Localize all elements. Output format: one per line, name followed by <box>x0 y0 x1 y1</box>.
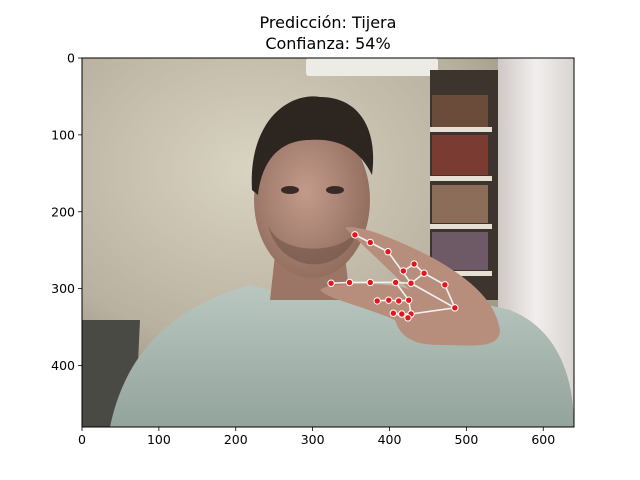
person-eye-left <box>281 186 299 194</box>
hand-landmark-13 <box>405 296 413 304</box>
hand-landmark-5 <box>407 279 415 287</box>
bookshelf <box>430 70 500 300</box>
hand-landmark-9 <box>391 278 400 287</box>
y-tick-label-200: 200 <box>51 204 75 219</box>
x-tick-label-300: 300 <box>301 432 325 447</box>
x-tick-label-200: 200 <box>224 432 248 447</box>
x-tick-label-400: 400 <box>378 432 402 447</box>
hand-landmark-6 <box>384 248 392 256</box>
person-eye-right <box>326 186 344 194</box>
hand-landmark-4 <box>399 267 408 275</box>
hand-landmark-20 <box>404 314 412 322</box>
y-axis: 0 100 200 300 400 <box>51 51 82 373</box>
hand-connection-5-6 <box>387 251 412 284</box>
hand-landmark-10 <box>366 278 374 287</box>
x-axis: 0 100 200 300 400 500 600 <box>78 427 555 447</box>
hand-landmark-15 <box>385 296 393 304</box>
hand-landmark-18 <box>398 310 406 318</box>
axes-frame <box>81 57 575 428</box>
hand-landmark-3 <box>410 260 418 268</box>
air-conditioner <box>306 58 438 76</box>
hand-landmark-11 <box>345 278 354 287</box>
y-tick-label-400: 400 <box>51 358 75 373</box>
hand-landmark-14 <box>395 297 403 305</box>
hand-connection-1-2 <box>423 272 446 286</box>
webcam-photo <box>82 58 574 427</box>
x-tick-label-600: 600 <box>531 432 555 447</box>
hand-connection-0-17 <box>410 307 455 315</box>
hand-landmark-8 <box>351 231 359 239</box>
hand-landmarks <box>327 231 459 322</box>
y-tick-label-100: 100 <box>51 127 75 142</box>
x-tick-label-500: 500 <box>454 432 478 447</box>
hand-landmark-2 <box>420 269 428 277</box>
y-tick-label-300: 300 <box>51 281 75 296</box>
person-beard <box>268 225 360 265</box>
hand-landmark-0 <box>451 304 459 312</box>
hand-connection-0-1 <box>444 284 456 309</box>
hand-landmark-12 <box>327 279 335 287</box>
x-tick-label-100: 100 <box>147 432 171 447</box>
person-hair <box>251 96 374 195</box>
hand-landmark-19 <box>389 309 398 317</box>
chart-subtitle: Confianza: 54% <box>265 34 390 53</box>
chart-title: Predicción: Tijera <box>260 13 397 32</box>
hand-landmark-1 <box>441 281 449 289</box>
hand-connection-0-5 <box>410 282 456 309</box>
x-tick-label-0: 0 <box>78 432 86 447</box>
y-tick-label-0: 0 <box>67 51 75 66</box>
hand-landmark-7 <box>366 238 374 247</box>
hand-landmark-16 <box>373 297 381 305</box>
person-face <box>254 122 370 278</box>
